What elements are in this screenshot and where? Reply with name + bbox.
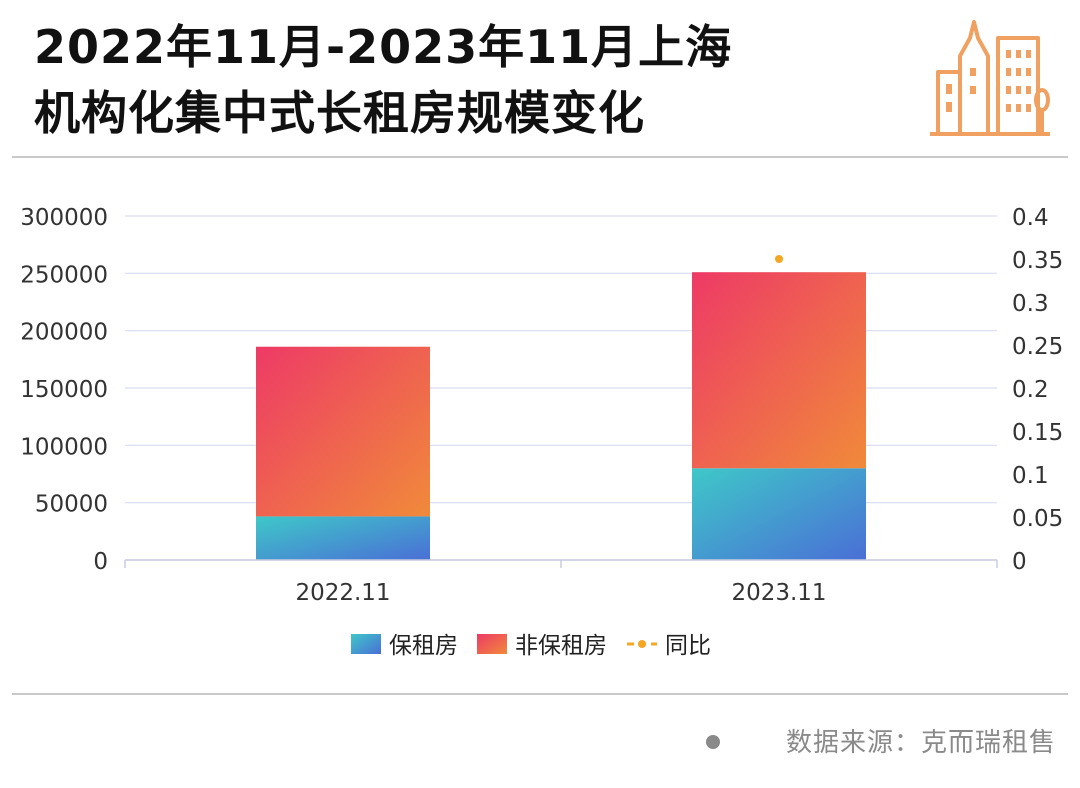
y2-tick-label: 0.4 bbox=[1012, 205, 1049, 231]
y2-tick-label: 0.1 bbox=[1012, 463, 1049, 489]
y-tick-label: 100000 bbox=[20, 434, 108, 460]
legend-item: 同比 bbox=[627, 633, 711, 659]
y2-tick-label: 0.15 bbox=[1012, 420, 1063, 446]
y2-tick-label: 0.2 bbox=[1012, 377, 1049, 403]
y2-tick-label: 0.25 bbox=[1012, 334, 1063, 360]
legend-label: 非保租房 bbox=[515, 633, 607, 659]
legend-item: 非保租房 bbox=[477, 633, 607, 659]
line-point bbox=[775, 255, 783, 263]
bottom-divider bbox=[12, 693, 1068, 695]
y2-tick-label: 0.05 bbox=[1012, 506, 1063, 532]
y-tick-label: 50000 bbox=[35, 492, 108, 518]
legend-label: 保租房 bbox=[389, 633, 458, 659]
chart-title: 2022年11月-2023年11月上海 机构化集中式长租房规模变化 bbox=[34, 20, 733, 140]
x-tick-label: 2023.11 bbox=[731, 580, 826, 606]
bar-segment bbox=[256, 346, 430, 517]
y-tick-label: 0 bbox=[93, 549, 108, 575]
top-divider bbox=[12, 156, 1068, 158]
y2-tick-label: 0.3 bbox=[1012, 291, 1049, 317]
x-tick-label: 2022.11 bbox=[295, 580, 390, 606]
bar-segment bbox=[692, 272, 866, 469]
legend-item: 保租房 bbox=[351, 633, 458, 659]
y2-tick-label: 0 bbox=[1012, 549, 1027, 575]
legend-label: 同比 bbox=[665, 633, 711, 659]
legend-swatch bbox=[477, 634, 507, 654]
bar-segment bbox=[692, 468, 866, 560]
data-source: 数据来源：克而瑞租售 bbox=[785, 728, 1056, 758]
y-tick-label: 150000 bbox=[20, 377, 108, 403]
y-tick-label: 200000 bbox=[20, 320, 108, 346]
y2-tick-label: 0.35 bbox=[1012, 248, 1063, 274]
y-tick-label: 250000 bbox=[20, 262, 108, 288]
source-bullet bbox=[706, 735, 720, 749]
bar-chart: 300000 250000 200000 150000 100000 50000 0 0.4… bbox=[20, 205, 1063, 659]
bar-segment bbox=[256, 516, 430, 560]
legend-swatch bbox=[351, 634, 381, 654]
building-icon bbox=[930, 20, 1050, 136]
y-tick-label: 300000 bbox=[20, 205, 108, 231]
